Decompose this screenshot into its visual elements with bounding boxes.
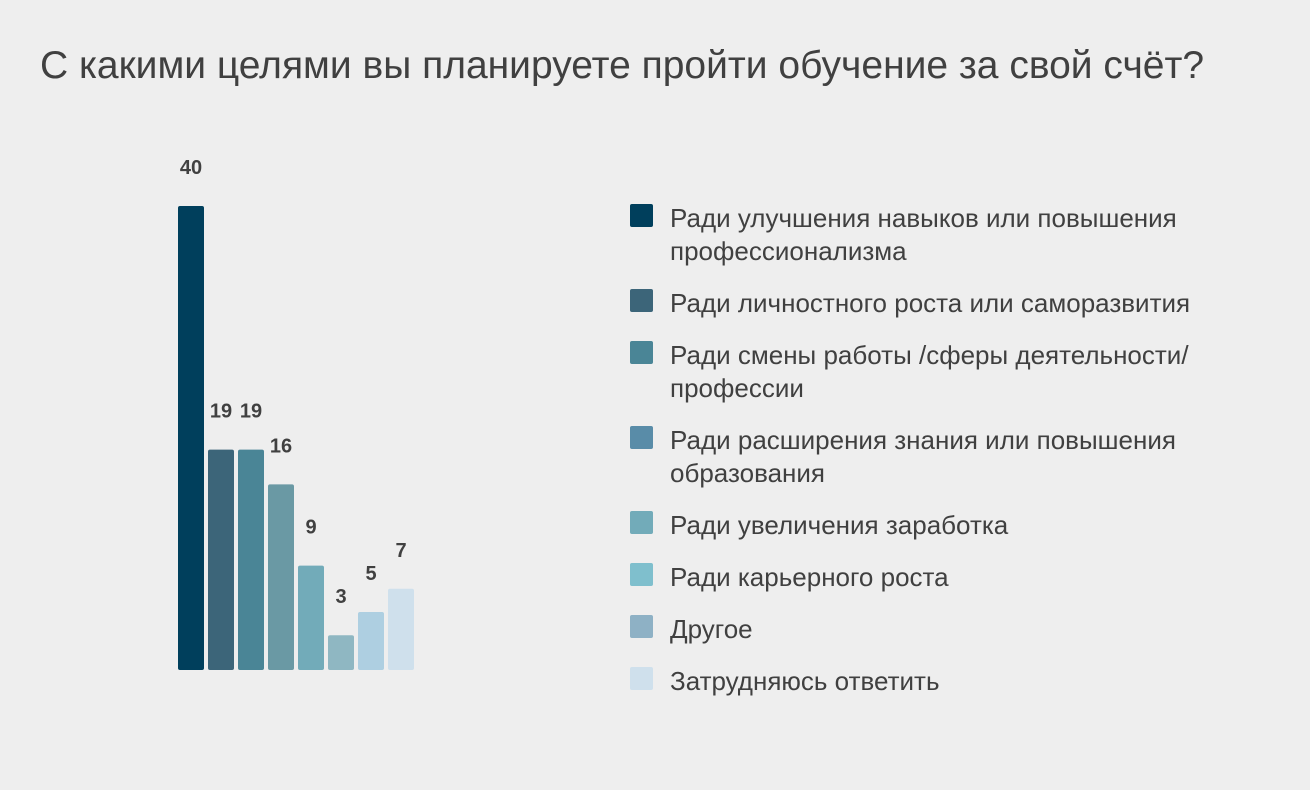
legend-label: Ради смены работы /сферы деятельности/пр… [670, 340, 1189, 403]
legend-swatch [630, 341, 653, 364]
legend-item: Ради смены работы /сферы деятельности/пр… [630, 339, 1270, 405]
bar-value-label-6: 3 [335, 586, 346, 608]
legend-label: Другое [670, 614, 753, 644]
legend-swatch [630, 204, 653, 227]
chart-title: С какими целями вы планируете пройти обу… [40, 44, 1205, 87]
legend-item: Другое [630, 613, 1270, 646]
bar-4 [268, 484, 294, 670]
bar-value-label-5: 9 [305, 517, 316, 539]
legend-swatch [630, 426, 653, 449]
bar-3 [238, 449, 264, 670]
bar-5 [298, 565, 324, 670]
bar-value-label-4: 16 [270, 435, 292, 457]
legend-item: Затрудняюсь ответить [630, 665, 1270, 698]
bar-value-label-7: 5 [365, 563, 376, 585]
legend-swatch [630, 511, 653, 534]
bar-8 [388, 588, 414, 670]
legend-label: Ради расширения знания или повышения обр… [670, 425, 1176, 488]
legend-item: Ради улучшения навыков или повышения про… [630, 202, 1270, 268]
legend-swatch [630, 667, 653, 690]
bar-2 [208, 449, 234, 670]
legend-item: Ради увеличения заработка [630, 509, 1270, 542]
legend-label: Затрудняюсь ответить [670, 666, 940, 696]
bar-value-label-2: 19 [210, 401, 232, 423]
bar-1 [178, 206, 204, 670]
bar-6 [328, 635, 354, 670]
legend-swatch [630, 289, 653, 312]
legend-label: Ради увеличения заработка [670, 510, 1009, 540]
legend-label: Ради личностного роста или саморазвития [670, 288, 1191, 318]
bar-value-label-1: 40 [180, 157, 202, 179]
legend-label: Ради улучшения навыков или повышения про… [670, 203, 1177, 266]
bar-7 [358, 612, 384, 670]
legend-label: Ради карьерного роста [670, 562, 949, 592]
legend-item: Ради карьерного роста [630, 561, 1270, 594]
legend-swatch [630, 615, 653, 638]
bar-value-label-8: 7 [395, 540, 406, 562]
bar-value-label-3: 19 [240, 401, 262, 423]
chart-legend: Ради улучшения навыков или повышения про… [630, 202, 1270, 717]
bar-chart: 40 19 19 16 9 357 [178, 157, 414, 670]
legend-swatch [630, 563, 653, 586]
legend-item: Ради личностного роста или саморазвития [630, 287, 1270, 320]
legend-item: Ради расширения знания или повышения обр… [630, 424, 1270, 490]
